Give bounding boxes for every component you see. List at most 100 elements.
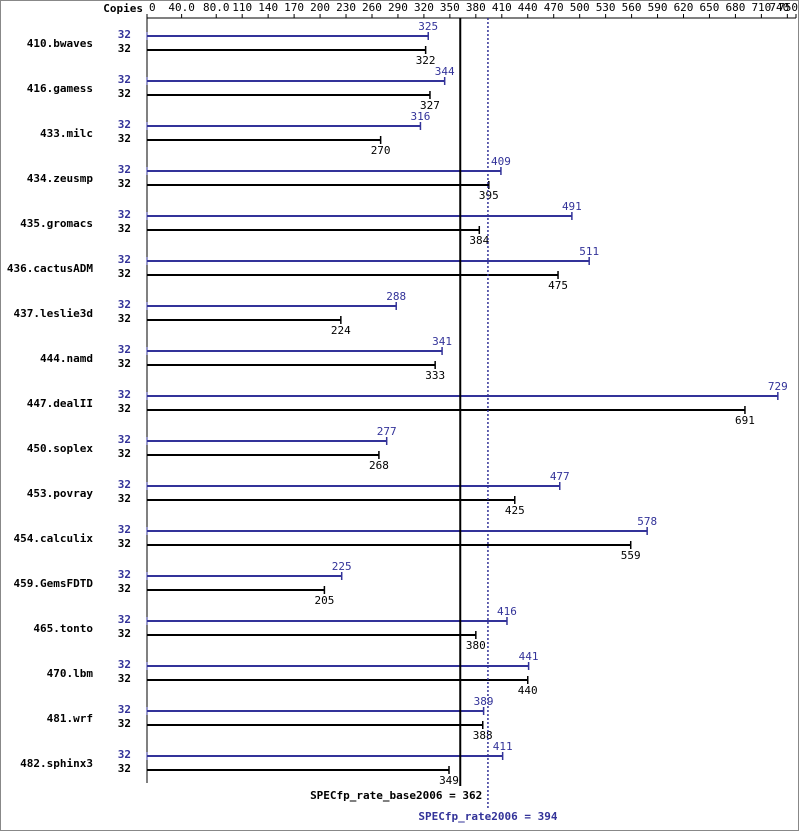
- x-tick-label: 260: [362, 1, 382, 14]
- value-label: 268: [369, 459, 389, 472]
- x-tick-label: 500: [570, 1, 590, 14]
- x-tick-label: 560: [622, 1, 642, 14]
- copies-label: 32: [118, 613, 131, 626]
- category-label: 482.sphinx3: [20, 757, 93, 770]
- value-label: 441: [519, 650, 539, 663]
- copies-label: 32: [118, 42, 131, 55]
- value-label: 491: [562, 200, 582, 213]
- x-tick-label: 650: [700, 1, 720, 14]
- category-label: 433.milc: [40, 127, 93, 140]
- copies-label: 32: [118, 402, 131, 415]
- x-tick-label: 710: [751, 1, 771, 14]
- x-tick-label: 530: [596, 1, 616, 14]
- copies-label: 32: [118, 253, 131, 266]
- copies-label: 32: [118, 748, 131, 761]
- value-label: 322: [416, 54, 436, 67]
- value-label: 578: [637, 515, 657, 528]
- value-label: 327: [420, 99, 440, 112]
- value-label: 341: [432, 335, 452, 348]
- copies-label: 32: [118, 73, 131, 86]
- value-label: 384: [469, 234, 489, 247]
- copies-label: 32: [118, 478, 131, 491]
- value-label: 425: [505, 504, 525, 517]
- category-label: 447.dealII: [27, 397, 93, 410]
- copies-label: 32: [118, 658, 131, 671]
- copies-label: 32: [118, 357, 131, 370]
- x-tick-label: 380: [466, 1, 486, 14]
- copies-label: 32: [118, 28, 131, 41]
- category-label: 436.cactusADM: [7, 262, 93, 275]
- value-label: 729: [768, 380, 788, 393]
- category-label: 454.calculix: [14, 532, 94, 545]
- value-label: 277: [377, 425, 397, 438]
- value-label: 477: [550, 470, 570, 483]
- value-label: 333: [425, 369, 445, 382]
- x-tick-label: 80.0: [203, 1, 230, 14]
- value-label: 344: [435, 65, 455, 78]
- value-label: 349: [439, 774, 459, 787]
- x-tick-label: 140: [258, 1, 278, 14]
- copies-label: 32: [118, 208, 131, 221]
- category-label: 437.leslie3d: [14, 307, 93, 320]
- value-label: 380: [466, 639, 486, 652]
- copies-label: 32: [118, 627, 131, 640]
- copies-label: 32: [118, 222, 131, 235]
- category-label: 453.povray: [27, 487, 94, 500]
- copies-label: 32: [118, 298, 131, 311]
- x-tick-label: 230: [336, 1, 356, 14]
- x-tick-label: 620: [674, 1, 694, 14]
- category-label: 481.wrf: [47, 712, 93, 725]
- copies-label: 32: [118, 343, 131, 356]
- value-label: 316: [411, 110, 431, 123]
- category-label: 410.bwaves: [27, 37, 93, 50]
- category-label: 459.GemsFDTD: [14, 577, 94, 590]
- value-label: 270: [371, 144, 391, 157]
- value-label: 416: [497, 605, 517, 618]
- copies-label: 32: [118, 717, 131, 730]
- value-label: 559: [621, 549, 641, 562]
- value-label: 224: [331, 324, 351, 337]
- x-tick-label: 680: [725, 1, 745, 14]
- category-label: 434.zeusmp: [27, 172, 94, 185]
- x-tick-label: 590: [648, 1, 668, 14]
- x-tick-label: 740: [769, 1, 789, 14]
- copies-label: 32: [118, 177, 131, 190]
- value-label: 691: [735, 414, 755, 427]
- category-label: 470.lbm: [47, 667, 94, 680]
- copies-label: 32: [118, 433, 131, 446]
- x-tick-label: 40.0: [168, 1, 195, 14]
- x-tick-label: 290: [388, 1, 408, 14]
- category-label: 465.tonto: [33, 622, 93, 635]
- category-label: 444.namd: [40, 352, 93, 365]
- axis-label: Copies: [103, 2, 143, 15]
- copies-label: 32: [118, 118, 131, 131]
- copies-label: 32: [118, 312, 131, 325]
- value-label: 288: [386, 290, 406, 303]
- x-tick-label: 110: [232, 1, 252, 14]
- value-label: 511: [579, 245, 599, 258]
- copies-label: 32: [118, 388, 131, 401]
- copies-label: 32: [118, 492, 131, 505]
- copies-label: 32: [118, 87, 131, 100]
- copies-label: 32: [118, 568, 131, 581]
- x-tick-label: 0: [149, 1, 156, 14]
- category-label: 450.soplex: [27, 442, 94, 455]
- x-tick-label: 170: [284, 1, 304, 14]
- copies-label: 32: [118, 703, 131, 716]
- reference-label: SPECfp_rate2006 = 394: [418, 810, 557, 823]
- x-tick-label: 350: [440, 1, 460, 14]
- x-tick-label: 410: [492, 1, 512, 14]
- value-label: 395: [479, 189, 499, 202]
- copies-label: 32: [118, 267, 131, 280]
- copies-label: 32: [118, 672, 131, 685]
- value-label: 389: [474, 695, 494, 708]
- copies-label: 32: [118, 523, 131, 536]
- value-label: 475: [548, 279, 568, 292]
- value-label: 325: [418, 20, 438, 33]
- x-tick-label: 440: [518, 1, 538, 14]
- copies-label: 32: [118, 537, 131, 550]
- value-label: 205: [314, 594, 334, 607]
- value-label: 388: [473, 729, 493, 742]
